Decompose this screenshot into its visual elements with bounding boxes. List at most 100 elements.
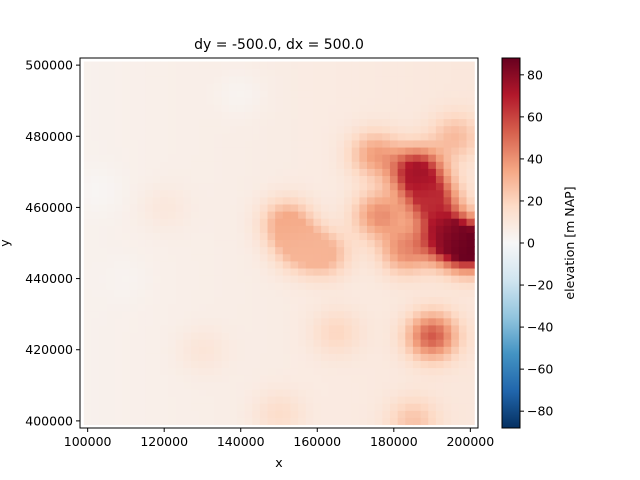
heatmap-cell	[244, 203, 253, 212]
heatmap-cell	[99, 68, 108, 77]
heatmap-cell	[244, 417, 253, 426]
heatmap-cell	[137, 403, 146, 411]
heatmap-cell	[389, 154, 399, 162]
heatmap-cell	[168, 68, 177, 77]
heatmap-cell	[351, 139, 360, 148]
heatmap-cell	[190, 196, 200, 205]
heatmap-cell	[420, 125, 429, 134]
heatmap-cell	[152, 324, 161, 333]
heatmap-cell	[298, 168, 307, 177]
heatmap-cell	[313, 246, 322, 255]
heatmap-cell	[428, 367, 437, 376]
heatmap-cell	[298, 175, 307, 184]
heatmap-cell	[443, 75, 452, 84]
heatmap-cell	[221, 246, 230, 255]
heatmap-cell	[428, 260, 437, 269]
heatmap-cell	[397, 331, 406, 340]
heatmap-cell	[275, 260, 284, 269]
heatmap-cell	[290, 61, 299, 70]
heatmap-cell	[359, 381, 368, 390]
heatmap-cell	[168, 331, 177, 340]
heatmap-cell	[321, 61, 330, 70]
heatmap-cell	[129, 260, 138, 269]
heatmap-cell	[152, 239, 161, 248]
heatmap-cell	[221, 388, 230, 397]
heatmap-cell	[305, 118, 315, 127]
heatmap-cell	[229, 125, 238, 134]
heatmap-cell	[435, 275, 445, 283]
heatmap-cell	[466, 168, 475, 177]
heatmap-cell	[374, 61, 383, 70]
heatmap-cell	[259, 189, 269, 198]
heatmap-cell	[252, 260, 261, 269]
heatmap-cell	[305, 239, 315, 248]
heatmap-cell	[313, 253, 322, 262]
heatmap-cell	[420, 417, 429, 426]
heatmap-cell	[259, 260, 269, 269]
heatmap-cell	[397, 403, 406, 411]
heatmap-cell	[145, 61, 154, 70]
heatmap-cell	[435, 303, 445, 312]
heatmap-cell	[221, 260, 230, 269]
heatmap-cell	[298, 296, 307, 305]
heatmap-cell	[336, 275, 345, 283]
heatmap-cell	[252, 410, 261, 418]
heatmap-cell	[160, 267, 169, 276]
heatmap-cell	[344, 289, 353, 297]
heatmap-cell	[206, 303, 215, 312]
heatmap-cell	[466, 225, 475, 233]
heatmap-cell	[99, 381, 108, 390]
heatmap-cell	[344, 154, 353, 162]
heatmap-cell	[152, 97, 161, 105]
heatmap-cell	[451, 303, 460, 312]
heatmap-cell	[321, 139, 330, 148]
heatmap-cell	[236, 360, 246, 369]
heatmap-cell	[190, 210, 200, 219]
heatmap-cell	[298, 267, 307, 276]
heatmap-cell	[168, 275, 177, 283]
heatmap-cell	[168, 161, 177, 169]
heatmap-cell	[351, 68, 360, 77]
heatmap-cell	[175, 225, 184, 233]
heatmap-cell	[175, 317, 184, 326]
heatmap-cell	[282, 90, 292, 98]
heatmap-cell	[313, 417, 322, 426]
heatmap-cell	[412, 225, 422, 233]
heatmap-cell	[221, 90, 230, 98]
heatmap-cell	[114, 310, 123, 319]
heatmap-cell	[206, 132, 215, 141]
heatmap-cell	[160, 132, 169, 141]
heatmap-cell	[305, 282, 315, 290]
heatmap-cell	[83, 317, 93, 326]
heatmap-cell	[389, 360, 399, 369]
heatmap-cell	[290, 296, 299, 305]
heatmap-cell	[359, 125, 368, 134]
heatmap-cell	[321, 182, 330, 191]
heatmap-cell	[451, 381, 460, 390]
heatmap-cell	[190, 289, 200, 297]
heatmap-cell	[221, 395, 230, 404]
heatmap-cell	[351, 125, 360, 134]
heatmap-cell	[198, 196, 207, 205]
heatmap-cell	[267, 203, 276, 212]
heatmap-cell	[99, 353, 108, 362]
heatmap-cell	[129, 310, 138, 319]
heatmap-cell	[466, 139, 475, 148]
heatmap-cell	[183, 267, 192, 276]
heatmap-cell	[137, 139, 146, 148]
heatmap-cell	[259, 339, 269, 347]
heatmap-cell	[213, 239, 223, 248]
heatmap-cell	[305, 218, 315, 226]
heatmap-cell	[236, 303, 246, 312]
heatmap-cell	[298, 395, 307, 404]
heatmap-cell	[443, 403, 452, 411]
heatmap-cell	[213, 388, 223, 397]
heatmap-cell	[397, 239, 406, 248]
heatmap-cell	[351, 331, 360, 340]
heatmap-cell	[221, 303, 230, 312]
heatmap-cell	[344, 161, 353, 169]
heatmap-cell	[359, 61, 368, 70]
heatmap-cell	[106, 168, 116, 177]
chart-title: dy = -500.0, dx = 500.0	[194, 37, 364, 53]
heatmap-cell	[221, 210, 230, 219]
